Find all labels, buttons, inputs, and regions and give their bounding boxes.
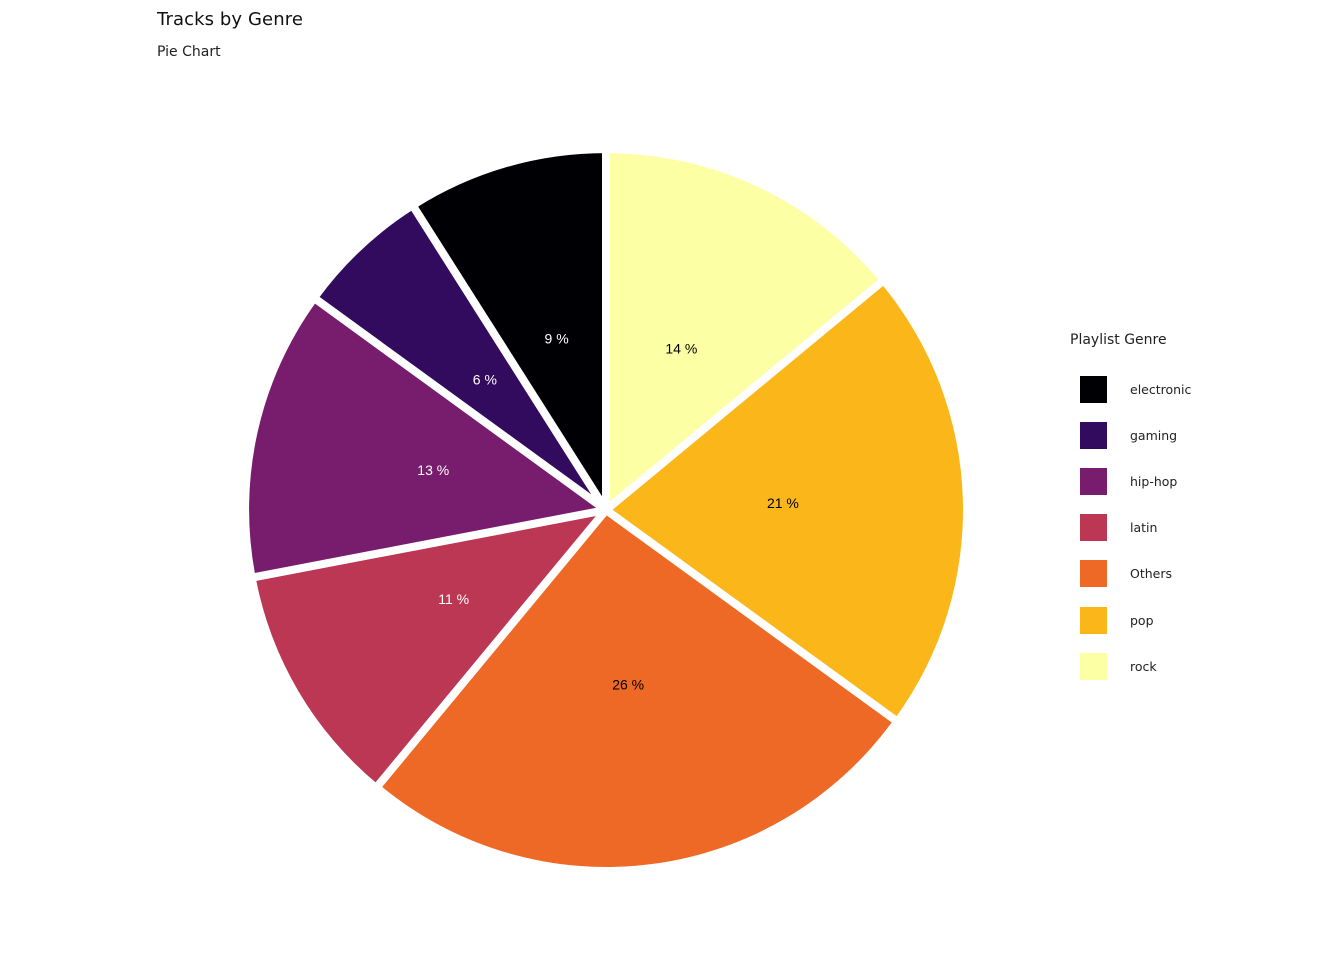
legend-item-electronic[interactable]: electronic [1070,366,1290,412]
pie-slice-others[interactable] [380,512,893,867]
pie-slice-pop[interactable] [608,284,963,718]
pie-slice-electronic[interactable] [415,153,606,508]
legend-label: rock [1130,658,1157,674]
legend-swatch [1080,514,1107,542]
legend-title: Playlist Genre [1070,332,1167,348]
legend-swatch [1080,606,1107,634]
legend-swatch [1080,560,1107,588]
legend-item-latin[interactable]: latin [1070,505,1290,551]
slice-label-hip-hop: 13 % [417,462,449,478]
legend-label: hip-hop [1130,473,1178,489]
legend-label: Others [1130,566,1173,582]
legend-item-rock[interactable]: rock [1070,643,1290,689]
legend-item-gaming[interactable]: gaming [1070,412,1290,458]
pie-slice-rock[interactable] [607,153,881,508]
slice-separator [603,506,903,728]
legend-list: electronic gaming hip-hop latin Others pop roc… [1070,366,1290,689]
legend-label: pop [1130,612,1154,628]
legend-label: latin [1130,520,1158,536]
legend-item-others[interactable]: Others [1070,551,1290,597]
chart-title: Tracks by Genre [157,9,304,30]
legend-swatch [1080,421,1107,449]
pie-slice-hip-hop[interactable] [249,301,604,576]
slice-label-pop: 21 % [767,495,799,511]
slice-separator [407,200,610,513]
legend-label: electronic [1130,381,1192,397]
legend-item-pop[interactable]: pop [1070,597,1290,643]
slice-separator [309,292,609,514]
legend-swatch [1080,467,1107,495]
legend-item-hip-hop[interactable]: hip-hop [1070,458,1290,504]
legend-swatch [1080,652,1107,680]
slice-separator [370,507,610,794]
slice-separator [247,506,607,583]
slice-label-electronic: 9 % [545,331,569,347]
legend-label: gaming [1130,427,1178,443]
slice-separator [603,274,890,514]
pie-slice-gaming[interactable] [317,208,604,508]
slice-label-gaming: 6 % [473,372,497,388]
pie-slice-latin[interactable] [255,511,604,785]
legend: Playlist Genre electronic gaming hip-hop la… [1070,332,1290,689]
slice-label-latin: 11 % [438,591,469,607]
slice-label-others: 26 % [612,676,644,692]
chart-subtitle: Pie Chart [157,44,221,60]
slice-label-rock: 14 % [665,341,697,357]
legend-swatch [1080,375,1107,403]
